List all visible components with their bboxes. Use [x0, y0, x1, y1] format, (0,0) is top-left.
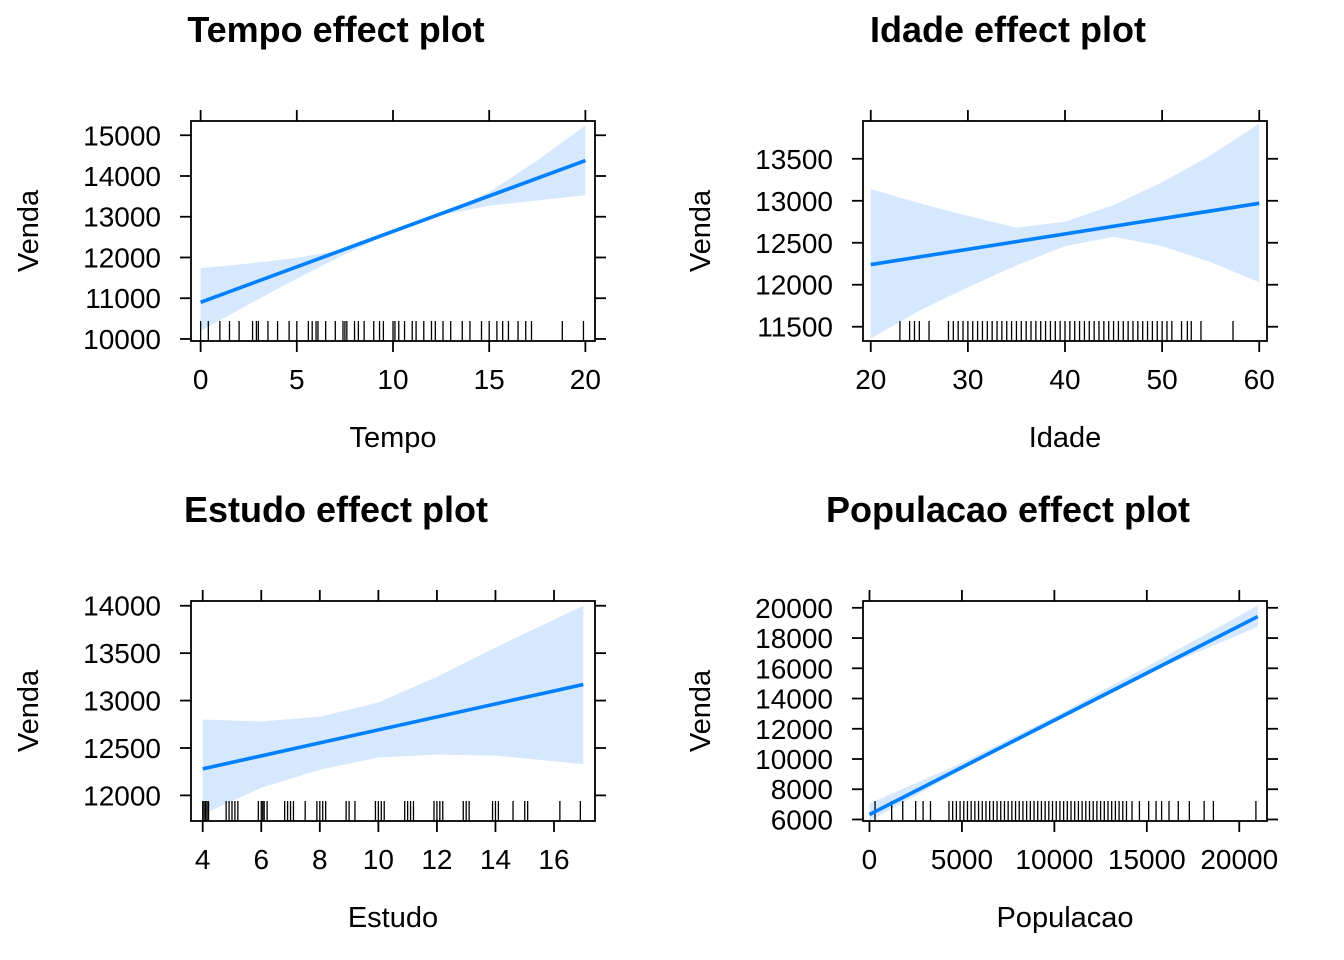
- x-tick-label: 40: [1049, 364, 1080, 395]
- x-axis-title: Idade: [1029, 422, 1102, 454]
- y-tick-label: 12500: [755, 228, 833, 259]
- populacao-effect-panel: Populacao effect plot Populacao Venda 0 5…: [685, 489, 1278, 934]
- fitted-line: [870, 201, 1260, 267]
- panel-title: Populacao effect plot: [826, 489, 1190, 530]
- x-tick-label: 16: [538, 844, 569, 875]
- x-tick-label: 6: [253, 844, 269, 875]
- y-tick-label: 11500: [757, 312, 833, 343]
- plot-area: [870, 123, 1260, 341]
- y-tick-label: 12000: [83, 242, 161, 273]
- tempo-effect-panel: Tempo effect plot Tempo Venda 0 5 10 15 20 10…: [13, 9, 606, 454]
- plot-frame: [862, 600, 1268, 822]
- y-tick-label: 12000: [755, 714, 833, 745]
- x-axis-title: Populacao: [996, 902, 1133, 934]
- idade-effect-panel: Idade effect plot Idade Venda 20 30 40 50 60…: [685, 9, 1278, 454]
- fitted-line: [202, 682, 584, 771]
- x-tick-label: 30: [952, 364, 983, 395]
- fitted-line: [868, 614, 1259, 817]
- x-axis-title: Estudo: [348, 902, 438, 934]
- y-axis-title: Venda: [685, 669, 717, 752]
- x-tick-label: 8: [312, 844, 328, 875]
- x-tick-label: 15000: [1108, 844, 1186, 875]
- x-tick-label: 20: [855, 364, 886, 395]
- x-axis-title: Tempo: [349, 422, 436, 454]
- y-tick-label: 13000: [83, 686, 161, 717]
- confidence-band: [870, 123, 1260, 339]
- confidence-band: [202, 605, 584, 815]
- y-tick-label: 20000: [755, 593, 833, 624]
- y-tick-label: 13000: [83, 202, 161, 233]
- y-tick-label: 10000: [83, 324, 161, 355]
- plot-frame: [190, 600, 596, 822]
- confidence-band: [200, 125, 586, 331]
- y-tick-label: 11000: [85, 283, 161, 314]
- y-tick-label: 13000: [755, 186, 833, 217]
- y-tick-label: 12000: [755, 270, 833, 301]
- y-tick-label: 16000: [755, 653, 833, 684]
- plot-area: [202, 605, 584, 821]
- y-tick-label: 14000: [83, 591, 161, 622]
- y-axis-title: Venda: [13, 189, 45, 272]
- fitted-line: [199, 158, 587, 304]
- y-tick-label: 14000: [755, 684, 833, 715]
- x-tick-label: 15: [474, 364, 505, 395]
- y-tick-label: 10000: [755, 744, 833, 775]
- plot-area: [868, 605, 1259, 821]
- y-tick-label: 13500: [83, 638, 161, 669]
- y-axis-title: Venda: [13, 669, 45, 752]
- y-tick-label: 14000: [83, 161, 161, 192]
- x-tick-label: 12: [421, 844, 452, 875]
- estudo-effect-panel: Estudo effect plot Estudo Venda 4 6 8 10 12 1…: [13, 489, 606, 934]
- x-tick-label: 5: [289, 364, 305, 395]
- y-tick-label: 8000: [771, 774, 833, 805]
- x-tick-label: 50: [1147, 364, 1178, 395]
- y-tick-label: 6000: [771, 804, 833, 835]
- y-tick-label: 15000: [83, 120, 161, 151]
- panel-title: Idade effect plot: [870, 9, 1146, 50]
- x-tick-label: 10: [377, 364, 408, 395]
- x-tick-label: 20: [570, 364, 601, 395]
- x-tick-label: 14: [480, 844, 511, 875]
- panel-title: Tempo effect plot: [187, 9, 484, 50]
- x-tick-label: 5000: [931, 844, 993, 875]
- x-tick-label: 0: [193, 364, 209, 395]
- y-tick-label: 12500: [83, 733, 161, 764]
- x-tick-label: 20000: [1200, 844, 1278, 875]
- x-tick-label: 10000: [1015, 844, 1093, 875]
- confidence-band: [869, 605, 1258, 821]
- x-tick-label: 60: [1244, 364, 1275, 395]
- x-tick-label: 0: [862, 844, 878, 875]
- y-axis-title: Venda: [685, 189, 717, 272]
- x-tick-label: 4: [195, 844, 211, 875]
- y-tick-label: 13500: [755, 144, 833, 175]
- y-tick-label: 18000: [755, 623, 833, 654]
- x-tick-label: 10: [363, 844, 394, 875]
- panel-title: Estudo effect plot: [184, 489, 488, 530]
- y-tick-label: 12000: [83, 780, 161, 811]
- plot-area: [199, 125, 587, 341]
